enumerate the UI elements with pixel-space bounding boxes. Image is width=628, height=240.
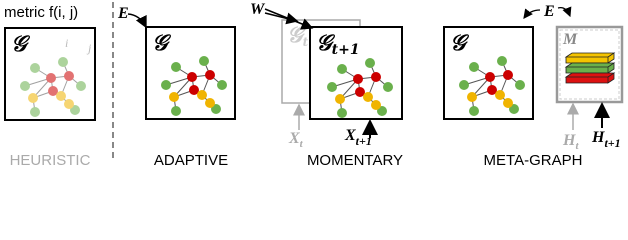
node [205,70,215,80]
symbol: X [344,127,356,144]
graph-network [327,58,393,118]
node [503,70,513,80]
node-label: j [86,41,92,55]
input-label: E [117,5,129,22]
state-label: Ht+1 [591,129,621,150]
node [48,86,58,96]
node-label: i [65,36,68,50]
node [76,81,86,91]
node [187,72,197,82]
input-label: W [250,1,266,18]
node [515,80,525,90]
graph-symbol: 𝒢t+1 [316,30,360,58]
arrow [127,13,147,29]
node [355,87,365,97]
node [171,106,181,116]
node [383,82,393,92]
caption: ADAPTIVE [154,152,228,169]
graph-box [309,26,403,120]
node [189,85,199,95]
node [64,71,74,81]
node [56,91,66,101]
graph-network [161,56,227,116]
node [497,56,507,66]
node [205,98,215,108]
input-label: E [543,3,555,20]
node [197,90,207,100]
arrow [557,6,572,18]
node [459,80,469,90]
symbol: 𝒢 [316,30,336,56]
node [337,64,347,74]
node [28,93,38,103]
node [327,82,337,92]
node [503,98,513,108]
memory-inner [559,29,620,100]
node [169,92,179,102]
symbol: X [288,130,300,147]
subscript: t+1 [356,134,372,148]
node [371,72,381,82]
subscript: t+1 [332,42,360,58]
node [485,72,495,82]
arrow [264,12,299,25]
subscript: t [303,35,309,49]
state-label-previous: Ht [562,132,579,152]
node [58,57,68,67]
symbol: H [591,129,605,146]
input-label-previous: Xt [288,130,304,150]
node [46,73,56,83]
caption: MOMENTARY [307,152,403,169]
input-label: Xt+1 [344,127,372,148]
node [64,99,74,109]
node [30,63,40,73]
caption: HEURISTIC [10,152,91,169]
node [217,80,227,90]
caption: META-GRAPH [484,152,583,169]
graph-network [20,57,86,117]
node [337,108,347,118]
node [487,85,497,95]
node [371,100,381,110]
node [171,62,181,72]
node [199,56,209,66]
node [467,92,477,102]
node [495,90,505,100]
memory-label: M [562,31,578,48]
graph-symbol: 𝒢 [11,31,31,57]
diagram: metric f(i, j) 𝒢 i j HEURISTIC E 𝒢 ADAPT… [4,1,624,169]
node [469,62,479,72]
node [363,92,373,102]
graph-symbol: 𝒢 [450,30,470,56]
node [365,58,375,68]
memory-stack [564,52,616,84]
metric-label: metric f(i, j) [4,4,78,21]
node [469,106,479,116]
node [20,81,30,91]
node [353,74,363,84]
symbol: H [562,132,576,149]
node [335,94,345,104]
node [161,80,171,90]
subscript: t [300,138,304,150]
graph-network [459,56,525,116]
graph-symbol: 𝒢 [152,30,172,56]
subscript: t [575,140,579,152]
node [30,107,40,117]
subscript: t+1 [604,136,620,150]
arrow [523,8,541,19]
